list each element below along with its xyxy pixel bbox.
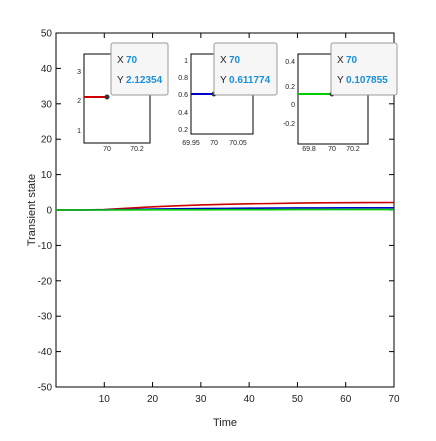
x-tick-label: 70 (388, 394, 400, 405)
x-axis-label: Time (213, 417, 237, 429)
y-tick-label: -30 (38, 312, 53, 323)
inset-x-tick: 70.2 (346, 146, 360, 153)
inset-y-tick: 0.6 (178, 92, 188, 99)
x-tick-label: 40 (244, 394, 256, 405)
y-tick-label: 30 (41, 99, 53, 110)
datatip-y-label: Y (220, 75, 227, 86)
y-tick-label: 0 (46, 206, 52, 217)
inset-y-tick: 0.8 (178, 75, 188, 82)
x-tick-label: 30 (195, 394, 207, 405)
datatip-box (331, 43, 397, 95)
datatip-box (214, 43, 277, 95)
y-tick-label: -20 (38, 276, 53, 287)
datatip-x-label: X (117, 55, 124, 66)
inset-x-tick: 70.2 (130, 146, 144, 153)
inset-y-tick: 1 (184, 58, 188, 65)
x-tick-label: 20 (147, 394, 159, 405)
datatip-y-value: 2.12354 (126, 75, 163, 86)
y-tick-label: -10 (38, 241, 53, 252)
datatip-marker[interactable] (105, 95, 110, 100)
x-tick-label: 50 (292, 394, 304, 405)
y-tick-label: 20 (41, 135, 53, 146)
inset-x-tick: 70 (328, 146, 336, 153)
inset-x-tick: 70 (210, 140, 218, 147)
x-tick-label: 10 (99, 394, 111, 405)
inset-x-tick: 70.05 (229, 140, 247, 147)
y-tick-label: 10 (41, 170, 53, 181)
inset-y-tick: 3 (77, 69, 81, 76)
inset-x-tick: 69.8 (302, 146, 316, 153)
y-tick-label: -50 (38, 383, 53, 394)
inset-y-tick: 0 (291, 102, 295, 109)
datatip-x-value: 70 (229, 55, 241, 66)
datatip-y-label: Y (117, 75, 124, 86)
inset-x-tick: 69.95 (182, 140, 200, 147)
y-axis-label: Transient state (26, 174, 38, 246)
y-tick-label: -40 (38, 347, 53, 358)
inset-y-tick: 0.2 (285, 84, 295, 91)
y-tick-label: 50 (41, 29, 53, 40)
datatip-y-value: 0.107855 (346, 75, 388, 86)
inset-y-tick: 0.4 (285, 59, 295, 66)
x-tick-label: 60 (340, 394, 352, 405)
datatip-x-label: X (337, 55, 344, 66)
y-tick-label: 40 (41, 64, 53, 75)
inset-y-tick: 0.4 (178, 110, 188, 117)
datatip-x-label: X (220, 55, 227, 66)
inset-y-tick: -0.2 (283, 121, 295, 128)
datatip-y-value: 0.611774 (229, 75, 271, 86)
inset-x-tick: 70 (103, 146, 111, 153)
inset-y-tick: 0.2 (178, 127, 188, 134)
datatip-x-value: 70 (126, 55, 138, 66)
datatip-x-value: 70 (346, 55, 358, 66)
datatip-y-label: Y (337, 75, 344, 86)
datatip-box (111, 43, 168, 95)
inset-y-tick: 1 (77, 128, 81, 135)
inset-y-tick: 2 (77, 98, 81, 105)
